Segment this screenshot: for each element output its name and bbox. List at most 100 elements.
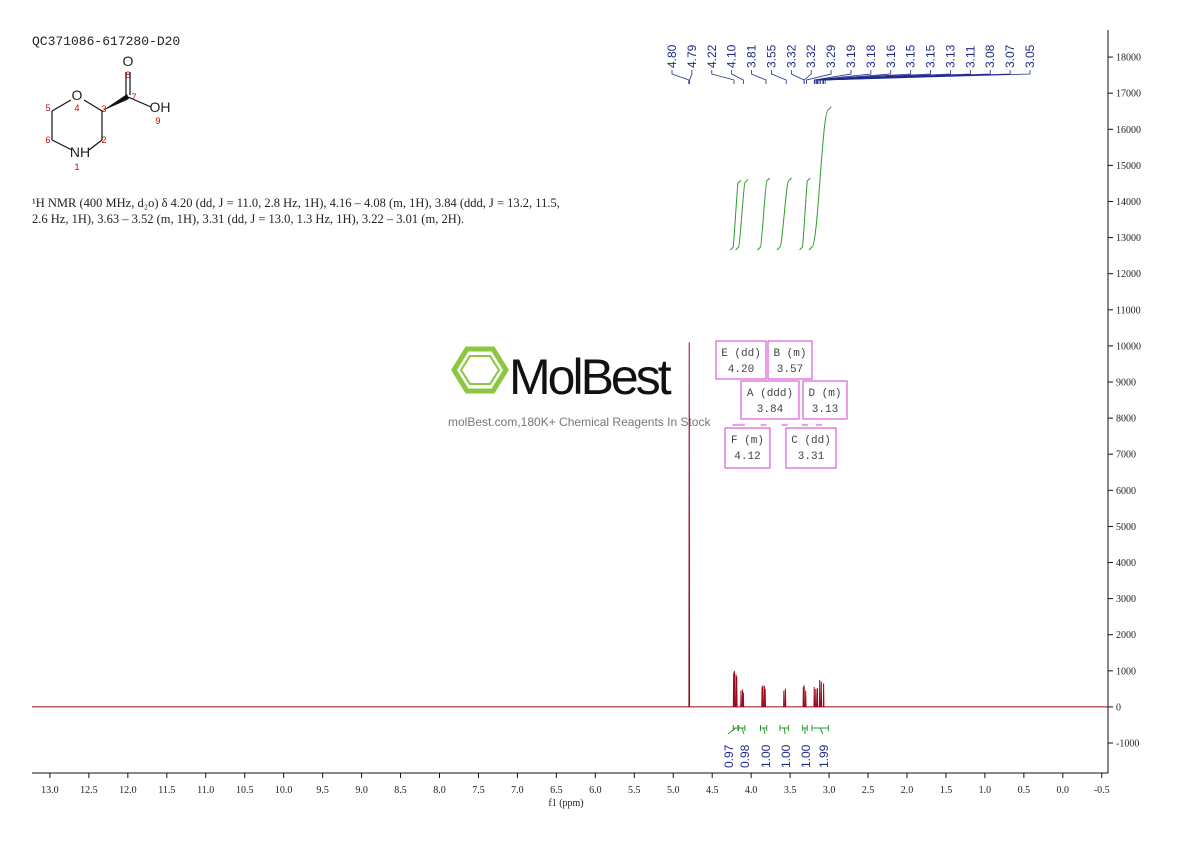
wedge-bond <box>102 94 129 111</box>
integral-curve <box>735 179 749 251</box>
multiplet-box <box>740 380 800 420</box>
x-tick-label: 1.0 <box>979 785 992 796</box>
multiplet-box <box>767 340 813 380</box>
peak-connector <box>771 70 787 84</box>
x-tick-label: 10.5 <box>236 785 254 796</box>
atom-number: 4 <box>74 103 79 113</box>
integral-label: 0.97 <box>722 744 736 768</box>
y-tick-label: 0 <box>1116 702 1121 713</box>
x-tick-label: 3.0 <box>823 785 836 796</box>
peak-connector <box>711 70 735 84</box>
multiplet-name: D (m) <box>808 388 841 400</box>
x-tick-label: 5.0 <box>667 785 680 796</box>
peak-connector <box>731 70 744 84</box>
multiplet-name: B (m) <box>773 348 806 360</box>
x-tick-label: 10.0 <box>275 785 293 796</box>
x-tick-label: 0.5 <box>1018 785 1031 796</box>
peak-label: 3.05 <box>1023 44 1037 68</box>
x-tick-label: 12.5 <box>80 785 98 796</box>
peak-connector <box>816 70 931 84</box>
integral-bracket <box>760 725 768 735</box>
integral-curve <box>729 179 742 251</box>
peak-label: 3.16 <box>884 44 898 68</box>
description: 2.6 Hz, 1H), 3.63 – 3.52 (m, 1H), 3.31 (… <box>32 212 464 226</box>
peak-label: 4.22 <box>705 44 719 68</box>
atom-label: O <box>123 53 134 69</box>
multiplet-box <box>802 380 848 420</box>
integral-curve <box>776 177 792 251</box>
peak-connector <box>816 70 892 84</box>
x-tick-label: 6.5 <box>550 785 563 796</box>
x-tick-label: 4.0 <box>745 785 758 796</box>
atom-label: NH <box>70 144 90 160</box>
x-tick-label: 0.0 <box>1057 785 1070 796</box>
peak-label: 3.55 <box>764 44 778 68</box>
y-tick-label: 5000 <box>1116 522 1136 533</box>
peak-connector <box>814 70 872 84</box>
watermark-brand: MolBest <box>509 349 672 405</box>
multiplet-box <box>715 340 767 380</box>
integral-label: 0.98 <box>738 744 752 768</box>
y-tick-label: -1000 <box>1116 739 1139 750</box>
x-tick-label: -0.5 <box>1094 785 1110 796</box>
integral-label: 1.99 <box>817 744 831 768</box>
y-tick-label: 11000 <box>1116 305 1141 316</box>
watermark-logo <box>451 346 509 394</box>
y-tick-label: 6000 <box>1116 486 1136 497</box>
y-tick-label: 4000 <box>1116 558 1136 569</box>
x-tick-label: 7.5 <box>472 785 485 796</box>
multiplet-shift: 4.12 <box>734 451 760 463</box>
x-tick-label: 2.0 <box>901 785 914 796</box>
peak-label: 3.08 <box>983 44 997 68</box>
y-tick-label: 8000 <box>1116 414 1136 425</box>
x-tick-label: 1.5 <box>940 785 953 796</box>
peak-label: 3.07 <box>1003 44 1017 68</box>
peak-label: 3.32 <box>804 44 818 68</box>
multiplet-shift: 3.84 <box>757 404 784 416</box>
atom-number: 2 <box>101 135 106 145</box>
x-axis-title: f1 (ppm) <box>548 798 583 809</box>
atom-number: 9 <box>155 116 160 126</box>
watermark-tagline: molBest.com,180K+ Chemical Reagents In S… <box>448 415 711 429</box>
multiplet-shift: 3.31 <box>798 451 825 463</box>
integral-bracket <box>779 725 790 735</box>
peak-label: 4.10 <box>725 44 739 68</box>
atom-number: 7 <box>131 92 136 102</box>
x-tick-label: 11.5 <box>158 785 175 796</box>
atom-number: 1 <box>74 162 79 172</box>
description: ¹H NMR (400 MHz, d₂o) δ 4.20 (dd, J = 11… <box>32 196 560 210</box>
x-tick-label: 3.5 <box>784 785 797 796</box>
integral-curve <box>757 177 771 251</box>
atom-number: 3 <box>101 104 106 114</box>
multiplet-shift: 3.57 <box>777 364 803 376</box>
peak-label: 3.81 <box>745 44 759 68</box>
x-tick-label: 9.5 <box>316 785 329 796</box>
y-tick-label: 1000 <box>1116 666 1136 677</box>
integral-bracket <box>811 725 829 735</box>
peak-connector <box>790 70 805 84</box>
multiplet-box <box>724 427 771 469</box>
y-tick-label: 15000 <box>1116 161 1141 172</box>
peak-connector <box>671 70 690 84</box>
peak-label: 3.29 <box>824 44 838 68</box>
y-tick-label: 17000 <box>1116 89 1141 100</box>
x-tick-label: 12.0 <box>119 785 137 796</box>
x-tick-label: 9.0 <box>355 785 368 796</box>
atom-number: 5 <box>45 103 50 113</box>
x-tick-label: 8.5 <box>394 785 407 796</box>
peak-label: 3.11 <box>963 45 977 68</box>
multiplet-box <box>785 427 837 469</box>
atom-label: OH <box>150 99 171 115</box>
y-tick-label: 13000 <box>1116 233 1141 244</box>
x-tick-label: 4.5 <box>706 785 719 796</box>
y-tick-label: 10000 <box>1116 341 1141 352</box>
peak-connector <box>813 70 852 84</box>
peak-connector <box>751 70 767 84</box>
integral-bracket <box>738 725 746 735</box>
title: QC371086-617280-D20 <box>32 34 180 49</box>
y-tick-label: 9000 <box>1116 378 1136 389</box>
integral-curve <box>799 177 811 251</box>
integral-bracket <box>802 725 808 735</box>
peak-label: 3.13 <box>943 44 957 68</box>
